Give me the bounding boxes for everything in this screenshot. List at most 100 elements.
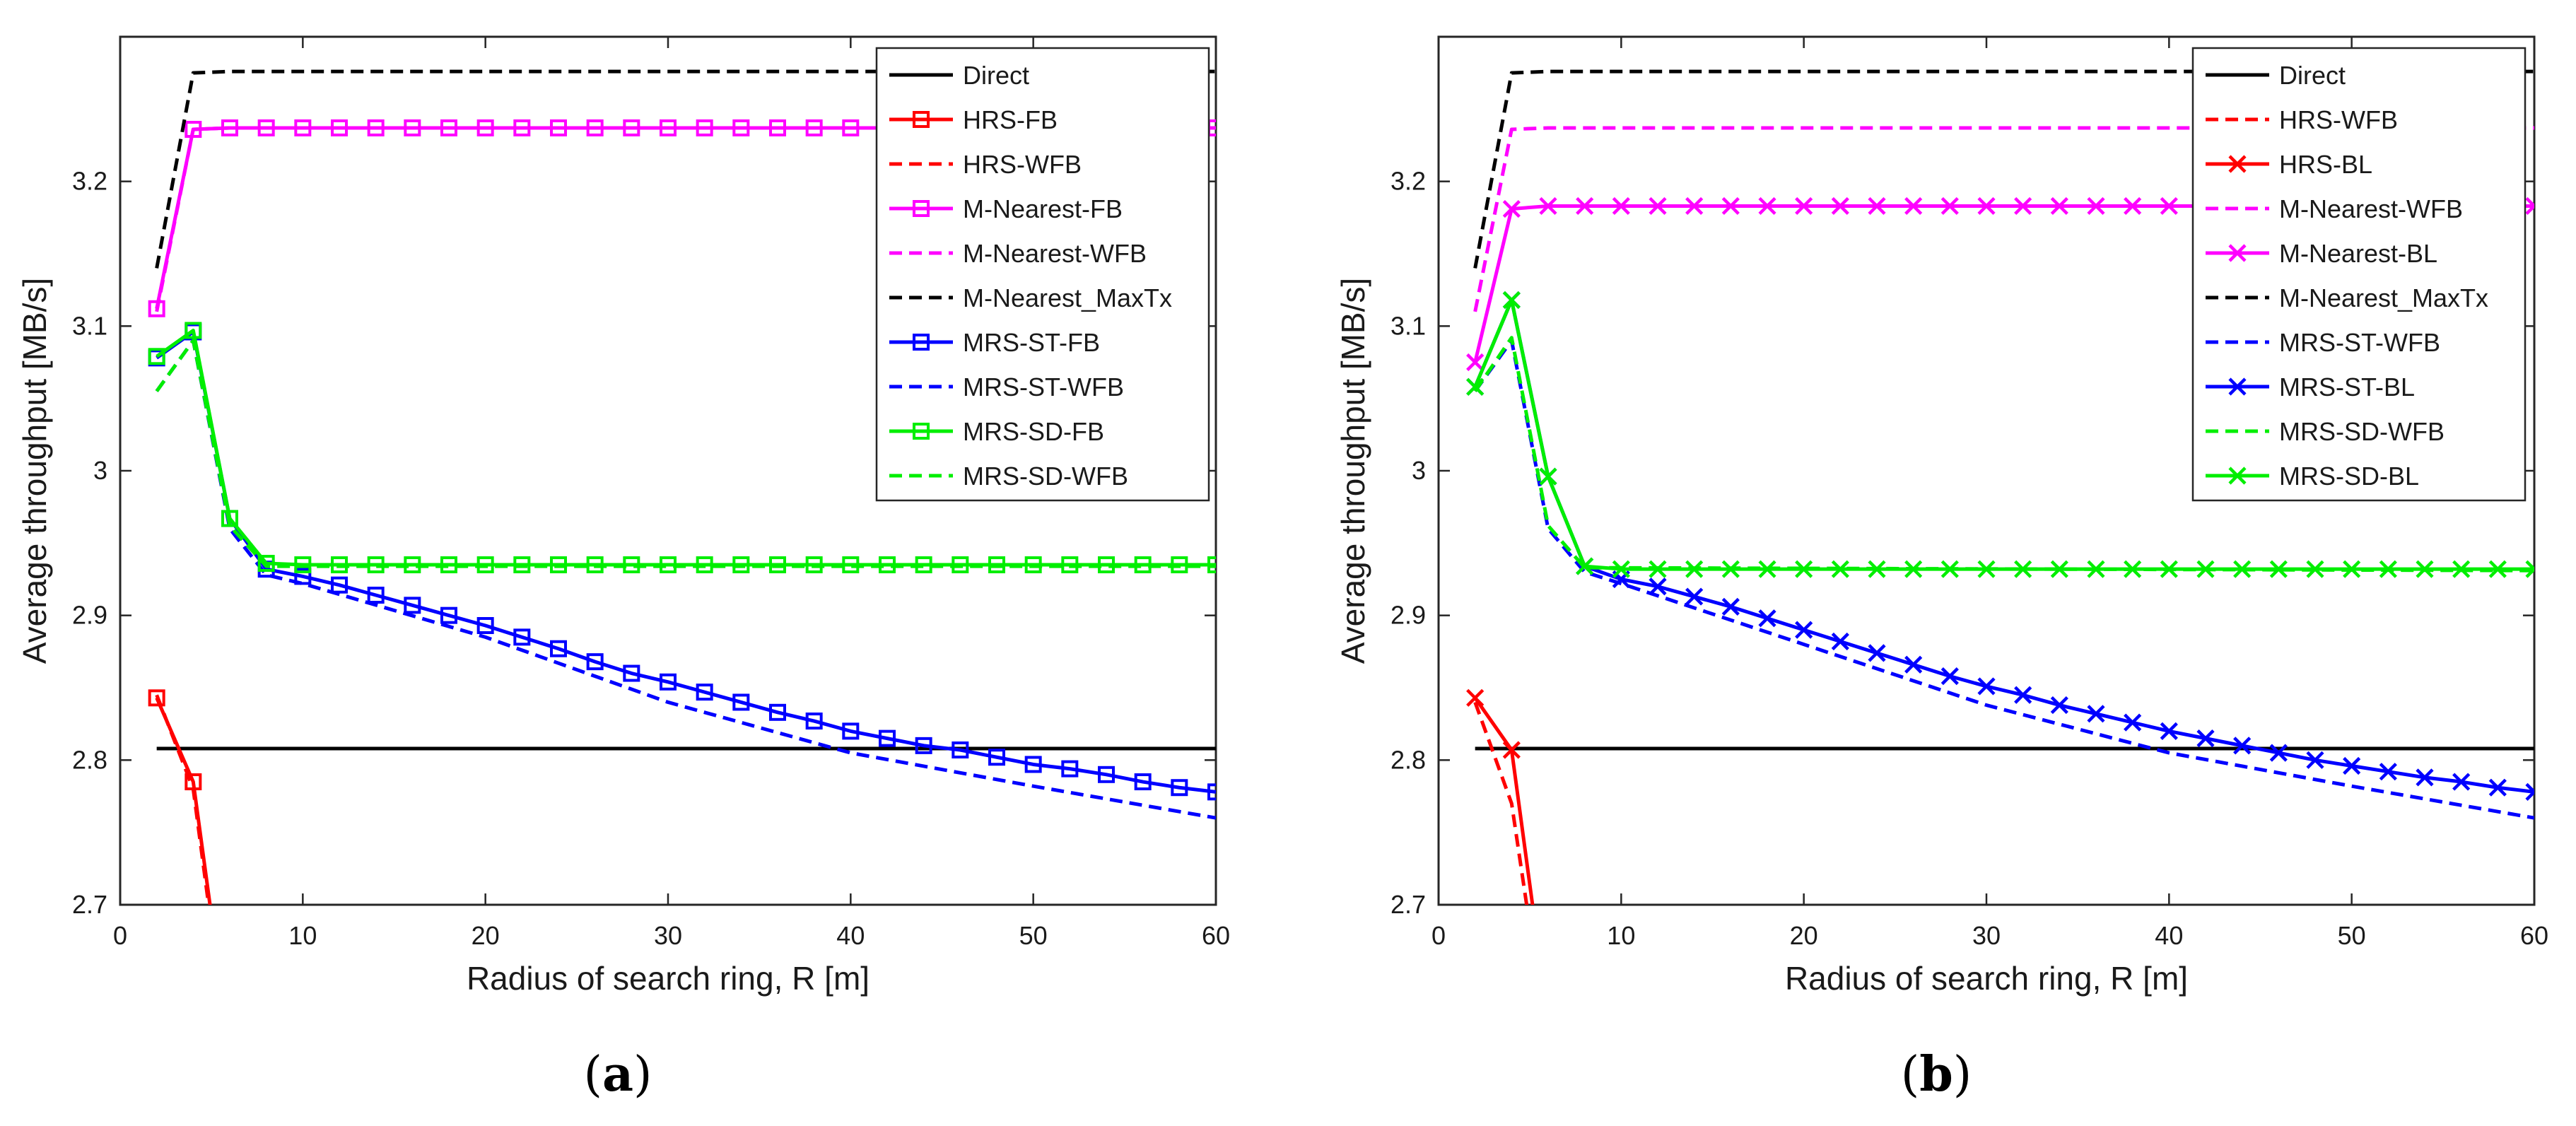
data-point-mrs-st-fb — [732, 693, 750, 711]
legend-label-mrs-st-fb: MRS-ST-FB — [963, 328, 1100, 357]
x-tick-label: 50 — [1019, 921, 1048, 950]
data-point-mrs-st-bl — [2014, 686, 2032, 704]
data-point-mrs-sd-fb — [185, 322, 202, 339]
data-point-m-nearest-bl — [1576, 197, 1594, 216]
data-point-mrs-sd-bl — [2525, 560, 2534, 578]
series-hrs-bl — [1466, 688, 1556, 1028]
data-point-mrs-st-bl — [2196, 729, 2215, 748]
data-point-mrs-st-fb — [440, 606, 457, 624]
data-point-m-nearest-bl — [1940, 197, 1959, 216]
data-point-m-nearest-bl — [1539, 197, 1557, 216]
data-point-mrs-st-bl — [2124, 713, 2142, 732]
series-mrs-st-wfb — [155, 339, 1216, 820]
series-line-hrs-wfb — [1473, 701, 1529, 905]
data-point-m-nearest-bl — [1612, 197, 1630, 216]
legend-label-mrs-sd-fb: MRS-SD-FB — [963, 417, 1104, 446]
data-point-mrs-st-bl — [2525, 782, 2534, 801]
data-point-mrs-sd-fb — [988, 556, 1005, 574]
series-hrs-wfb — [155, 694, 211, 905]
series-m-nearest-wfb — [1473, 126, 2534, 312]
data-point-mrs-st-fb — [842, 722, 860, 740]
data-point-mrs-sd-bl — [1576, 557, 1594, 575]
data-point-mrs-st-fb — [404, 597, 421, 614]
data-point-mrs-sd-bl — [2379, 560, 2397, 578]
legend-marker-mrs-st-bl — [2228, 377, 2247, 396]
data-point-mrs-st-fb — [550, 640, 567, 657]
legend-label-m-nearest-maxtx: M-Nearest_MaxTx — [2279, 283, 2488, 312]
legend-label-mrs-st-bl: MRS-ST-BL — [2279, 373, 2415, 401]
series-m-nearest-maxtx — [1473, 69, 2534, 269]
legend-box — [2191, 47, 2527, 502]
data-point-mrs-sd-bl — [2124, 560, 2142, 578]
data-point-m-nearest-bl — [1758, 197, 1776, 216]
legend-label-m-nearest-fb: M-Nearest-FB — [963, 194, 1123, 223]
data-point-m-nearest-fb — [148, 300, 165, 317]
legend-label-hrs-wfb: HRS-WFB — [2279, 105, 2398, 134]
data-point-mrs-st-bl — [1940, 667, 1959, 686]
y-tick-label: 2.8 — [72, 745, 107, 774]
data-point-mrs-st-bl — [2452, 773, 2471, 791]
series-line-mrs-st-wfb — [155, 339, 1216, 820]
legend: Direct HRS-FB HRS-WFB M-Nearest-FB M-Nearest… — [875, 47, 1210, 502]
data-point-mrs-sd-bl — [1539, 467, 1557, 486]
data-point-hrs-bl — [1466, 688, 1485, 707]
series-m-nearest-maxtx — [155, 69, 1216, 269]
y-tick-label: 3 — [93, 456, 107, 485]
legend-label-hrs-bl: HRS-BL — [2279, 150, 2372, 179]
data-point-mrs-st-bl — [1868, 644, 1886, 662]
data-point-mrs-sd-bl — [2233, 560, 2252, 578]
data-point-mrs-sd-bl — [1795, 560, 1813, 578]
data-point-mrs-st-fb — [331, 576, 348, 594]
legend-label-hrs-wfb: HRS-WFB — [963, 150, 1082, 179]
data-point-mrs-st-bl — [2087, 705, 2105, 723]
data-point-m-nearest-bl — [1904, 197, 1923, 216]
data-point-m-nearest-bl — [1649, 197, 1667, 216]
y-tick-label: 3.2 — [72, 167, 107, 196]
legend-box — [875, 47, 1210, 502]
series-line-mrs-sd-bl — [1473, 298, 2534, 571]
data-point-mrs-sd-bl — [1868, 560, 1886, 578]
data-point-mrs-st-fb — [696, 684, 713, 701]
data-point-mrs-sd-bl — [1685, 560, 1704, 578]
x-tick-label: 0 — [1432, 921, 1446, 950]
data-point-mrs-sd-bl — [2416, 560, 2434, 578]
data-point-mrs-sd-fb — [148, 348, 165, 365]
data-point-hrs-bl — [1540, 1013, 1556, 1028]
data-point-mrs-st-bl — [2233, 737, 2252, 755]
data-point-mrs-st-bl — [2343, 756, 2361, 775]
data-point-mrs-st-fb — [988, 749, 1005, 766]
legend-label-mrs-st-wfb: MRS-ST-WFB — [2279, 328, 2440, 357]
x-tick-label: 60 — [1202, 921, 1230, 950]
y-tick-label: 3 — [1412, 456, 1426, 485]
legend-label-mrs-sd-wfb: MRS-SD-WFB — [963, 462, 1128, 491]
data-point-mrs-st-bl — [1795, 621, 1813, 639]
data-point-m-nearest-bl — [1868, 197, 1886, 216]
y-axis-label: Average throughput [MB/s] — [16, 278, 53, 664]
legend-label-m-nearest-bl: M-Nearest-BL — [2279, 239, 2437, 268]
data-point-mrs-st-fb — [660, 673, 677, 691]
data-point-m-nearest-bl — [2124, 197, 2142, 216]
data-point-hrs-fb — [148, 689, 165, 707]
data-point-mrs-sd-bl — [2050, 560, 2068, 578]
data-point-mrs-st-fb — [1061, 760, 1079, 778]
series-line-mrs-st-wfb — [1473, 339, 2534, 820]
data-point-mrs-sd-bl — [1940, 560, 1959, 578]
x-tick-label: 30 — [1972, 921, 2001, 950]
data-point-mrs-st-fb — [367, 587, 385, 604]
data-point-mrs-sd-bl — [2488, 560, 2507, 578]
x-tick-label: 10 — [288, 921, 317, 950]
legend-marker-hrs-fb — [913, 111, 930, 128]
legend-marker-hrs-bl — [2228, 155, 2247, 173]
legend-marker-mrs-st-fb — [913, 334, 930, 351]
y-axis-label: Average throughput [MB/s] — [1335, 278, 1371, 664]
series-hrs-wfb — [1473, 701, 1529, 905]
data-point-mrs-st-fb — [1024, 756, 1042, 773]
data-point-mrs-sd-bl — [2452, 560, 2471, 578]
data-point-mrs-st-bl — [2379, 763, 2397, 781]
y-tick-label: 3.1 — [1391, 311, 1426, 340]
panel-a: 0 10 20 30 40 50 60 2.7 2.8 2.9 3 3.1 3.2 Radius of s… — [16, 35, 1230, 997]
data-point-mrs-st-bl — [2050, 696, 2068, 715]
data-point-mrs-st-fb — [513, 628, 531, 646]
legend-label-m-nearest-wfb: M-Nearest-WFB — [963, 239, 1147, 268]
